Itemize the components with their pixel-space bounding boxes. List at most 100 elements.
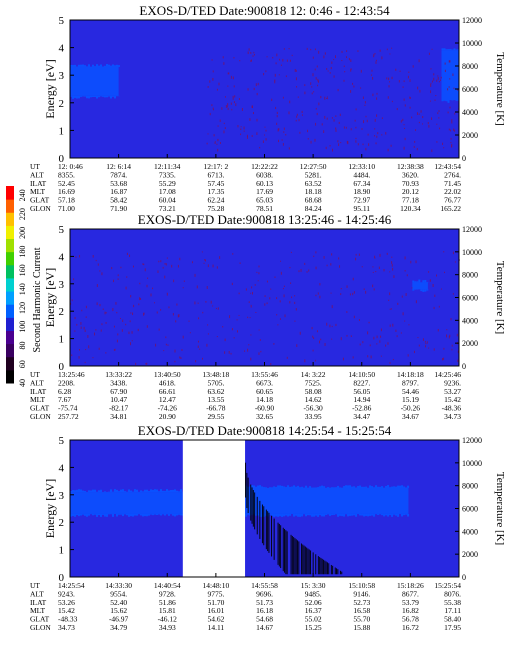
- band-edge: [315, 487, 318, 488]
- speckle: [219, 256, 221, 259]
- speckle: [296, 86, 298, 88]
- band-edge: [329, 513, 332, 516]
- speckle: [380, 328, 382, 332]
- speckle: [372, 93, 374, 97]
- speckle: [143, 263, 145, 266]
- band-edge: [371, 486, 374, 488]
- speckle: [283, 294, 285, 298]
- energy-tick-label: 0: [59, 153, 65, 165]
- speckle: [250, 59, 252, 62]
- band-edge: [80, 64, 82, 67]
- speckle: [409, 79, 411, 82]
- band-edge: [98, 513, 100, 516]
- band-edge: [164, 490, 166, 493]
- speckle: [364, 104, 366, 106]
- speckle: [404, 256, 406, 260]
- orbit-value: 9236.: [444, 378, 461, 387]
- speckle: [207, 324, 209, 326]
- band-edge: [94, 66, 96, 67]
- band-edge: [455, 49, 458, 51]
- speckle: [76, 323, 78, 326]
- orbit-value: 13:55:46: [251, 370, 278, 379]
- speckle: [284, 314, 286, 318]
- speckle: [443, 147, 445, 149]
- speckle: [451, 120, 453, 124]
- speckle: [276, 115, 278, 118]
- band-edge: [154, 513, 156, 515]
- band-edge: [377, 486, 380, 488]
- speckle: [370, 74, 372, 76]
- orbit-value: 14.67: [256, 623, 273, 632]
- orbit-value: 70.93: [402, 179, 419, 188]
- speckle: [433, 77, 435, 81]
- band-edge: [249, 513, 252, 516]
- band-edge: [295, 513, 298, 516]
- speckle: [130, 312, 132, 314]
- orbit-value: 12:17: 2: [203, 162, 228, 171]
- speckle: [395, 68, 397, 71]
- band-edge: [110, 65, 112, 67]
- band-edge: [146, 489, 148, 493]
- speckle: [448, 60, 450, 63]
- band-edge: [347, 513, 350, 517]
- speckle: [362, 143, 364, 146]
- band-edge: [363, 486, 366, 488]
- speckle: [314, 138, 316, 142]
- speckle: [129, 254, 131, 258]
- speckle: [258, 272, 260, 275]
- orbit-value: 6673.: [256, 378, 273, 387]
- speckle: [266, 302, 268, 305]
- speckle: [379, 49, 381, 52]
- band-edge: [361, 513, 364, 516]
- speckle: [257, 82, 259, 86]
- orbit-value: 8677.: [402, 589, 419, 598]
- speckle: [256, 132, 258, 135]
- band-edge: [72, 65, 74, 67]
- speckle: [179, 356, 181, 359]
- speckle: [132, 265, 134, 268]
- orbit-value: 15: 3:30: [301, 581, 326, 590]
- colorbar-swatch: [6, 238, 14, 253]
- speckle: [434, 294, 436, 297]
- colorbar-swatch: [6, 369, 14, 384]
- orbit-row-label: MLT: [30, 606, 46, 615]
- band-edge: [104, 95, 106, 98]
- band-edge: [317, 513, 320, 517]
- speckle: [430, 90, 432, 94]
- speckle: [405, 293, 407, 296]
- orbit-value: 33.95: [305, 412, 322, 421]
- dispersion-streak: [267, 511, 269, 552]
- band-edge: [271, 513, 274, 516]
- orbit-value: 6713.: [207, 170, 224, 179]
- colorbar-swatch: [6, 251, 14, 266]
- speckle: [274, 276, 276, 278]
- speckle: [333, 58, 335, 61]
- speckle: [389, 292, 391, 296]
- band-edge: [247, 513, 250, 515]
- band-edge: [424, 289, 427, 292]
- band-edge: [335, 487, 338, 488]
- speckle: [375, 59, 377, 62]
- band-edge: [319, 486, 322, 488]
- band-edge: [172, 489, 174, 493]
- orbit-value: 53.26: [58, 598, 75, 607]
- speckle: [416, 112, 418, 115]
- speckle: [365, 115, 367, 118]
- band-edge: [82, 490, 84, 493]
- orbit-value: -75.74: [58, 404, 78, 413]
- band-edge: [379, 486, 382, 488]
- speckle: [214, 141, 216, 143]
- speckle: [315, 107, 317, 110]
- speckle: [373, 53, 375, 57]
- speckle: [319, 282, 321, 286]
- band-edge: [271, 487, 274, 488]
- speckle: [371, 69, 373, 72]
- speckle: [223, 122, 225, 125]
- orbit-row-label: ALT: [30, 378, 44, 387]
- orbit-value: 2208.: [58, 378, 75, 387]
- speckle: [389, 308, 391, 310]
- speckle: [81, 309, 83, 312]
- speckle: [416, 147, 418, 151]
- speckle: [359, 343, 361, 346]
